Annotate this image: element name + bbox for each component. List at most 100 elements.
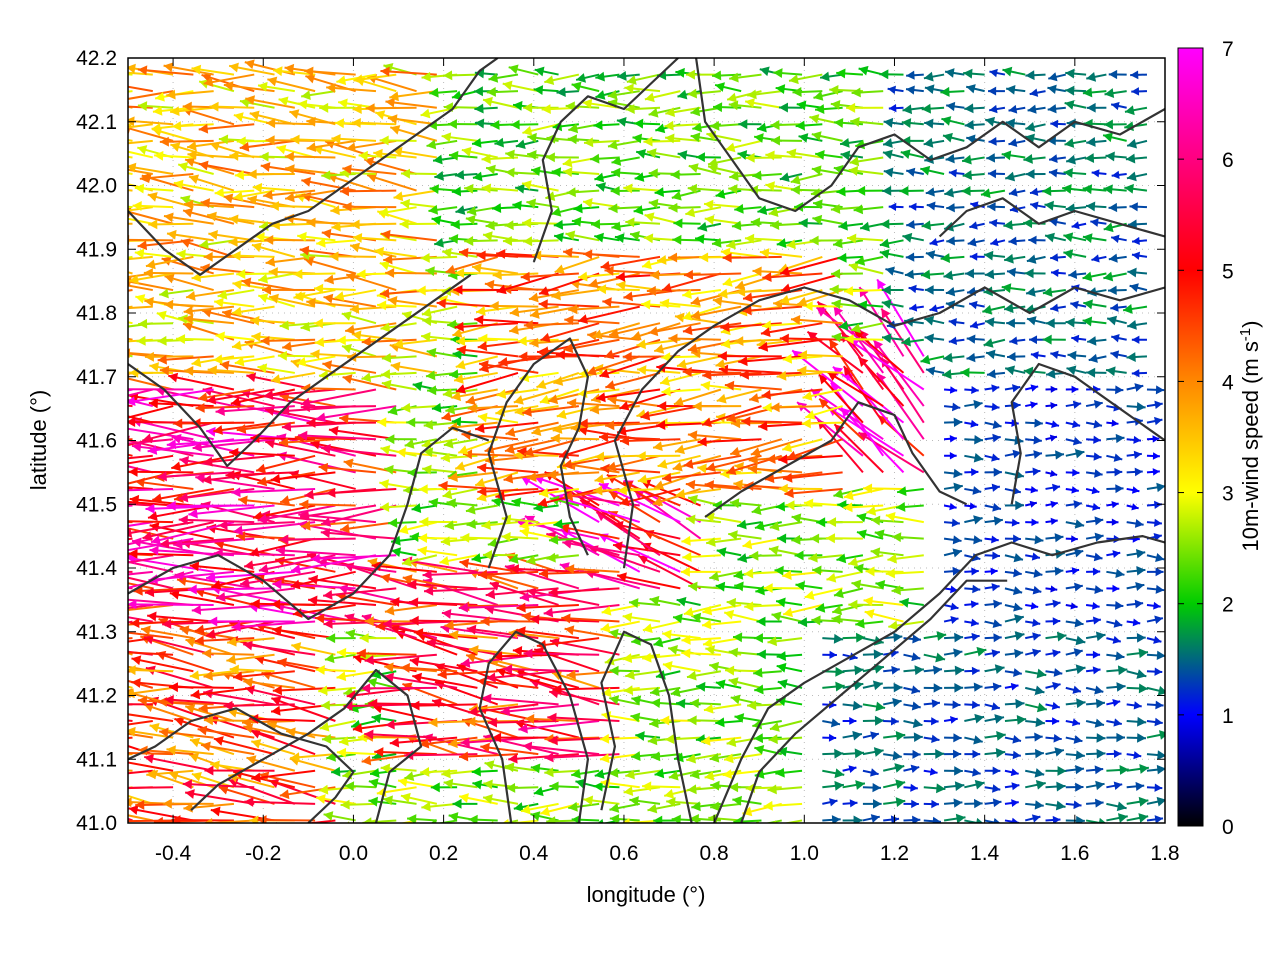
wind-arrow (662, 661, 701, 673)
wind-arrow (943, 585, 958, 594)
wind-arrow (315, 405, 397, 423)
wind-arrow (379, 502, 417, 513)
wind-arrow (553, 519, 579, 529)
wind-arrow (687, 715, 721, 726)
wind-arrow (1126, 402, 1146, 412)
wind-arrow (964, 749, 981, 759)
wind-arrow (784, 487, 843, 499)
x-tick-label: -0.4 (155, 842, 192, 865)
wind-arrow (215, 331, 255, 342)
wind-arrow (943, 716, 958, 724)
wind-arrow (683, 604, 722, 617)
wind-arrow (1146, 717, 1163, 727)
wind-arrow (1045, 617, 1061, 626)
wind-arrow (791, 349, 864, 407)
wind-arrow (741, 416, 803, 427)
wind-arrow (1045, 815, 1061, 823)
wind-arrow (984, 748, 1006, 758)
wind-arrow (862, 799, 882, 809)
wind-arrow (739, 369, 803, 380)
wind-arrow (1004, 518, 1020, 527)
wind-arrow (599, 753, 640, 764)
wind-arrow (509, 564, 579, 574)
wind-arrow (1086, 748, 1106, 759)
wind-arrow (756, 649, 782, 660)
wind-arrow (779, 333, 843, 344)
wind-arrow (891, 532, 924, 543)
wind-arrow (790, 314, 843, 325)
wind-arrow (225, 469, 295, 480)
wind-arrow (313, 318, 356, 329)
wind-arrow (128, 786, 174, 789)
wind-arrow (547, 469, 600, 480)
wind-arrow (191, 355, 235, 368)
y-tick-label: 42.0 (76, 175, 117, 198)
wind-arrow (984, 516, 1003, 526)
wind-arrow (128, 665, 174, 676)
wind-arrow (128, 454, 153, 460)
wind-arrow (128, 427, 194, 441)
wind-arrow (128, 398, 154, 408)
wind-arrow (208, 616, 295, 627)
wind-arrow (231, 487, 316, 498)
wind-arrow (128, 720, 153, 726)
wind-arrow (685, 479, 742, 490)
wind-arrow (130, 618, 194, 629)
wind-arrow (752, 719, 782, 730)
wind-arrow (1146, 700, 1164, 710)
wind-arrow (822, 815, 841, 823)
wind-arrow (1126, 450, 1142, 459)
wind-arrow (984, 420, 1002, 430)
wind-arrow (1146, 518, 1162, 527)
wind-arrow (1045, 585, 1058, 593)
wind-arrow (791, 513, 823, 524)
wind-arrow (300, 388, 377, 408)
wind-arrow (1045, 483, 1061, 492)
wind-arrow (344, 781, 377, 792)
wind-arrow (689, 698, 721, 709)
wind-arrow (702, 637, 742, 648)
wind-arrow (609, 814, 640, 823)
wind-arrow (768, 734, 803, 745)
wind-arrow (477, 412, 519, 424)
wind-arrow (319, 720, 356, 732)
wind-arrow (943, 548, 963, 558)
wind-arrow (1126, 764, 1150, 774)
wind-arrow (1050, 350, 1066, 359)
wind-arrow (482, 693, 559, 706)
wind-arrow (439, 554, 478, 566)
wind-arrow (1045, 517, 1058, 526)
wind-arrow (715, 581, 742, 592)
wind-arrow (1106, 518, 1119, 526)
wind-arrow (896, 486, 924, 497)
wind-arrow (680, 566, 721, 577)
wind-arrow (1065, 815, 1085, 823)
wind-arrow (729, 498, 762, 509)
wind-arrow (1004, 568, 1022, 578)
wind-arrow (566, 669, 620, 680)
wind-arrow (984, 433, 1001, 443)
wind-arrow (944, 700, 961, 710)
wind-arrow (149, 723, 194, 739)
wind-arrow (500, 703, 579, 717)
wind-arrow (321, 733, 356, 744)
wind-arrow (179, 456, 255, 474)
wind-arrow (782, 353, 823, 364)
wind-arrow (923, 767, 938, 776)
wind-arrow (599, 733, 640, 744)
wind-arrow (853, 329, 905, 374)
wind-arrow (764, 471, 823, 484)
wind-arrow (1025, 717, 1046, 728)
wind-arrow (191, 603, 275, 615)
wind-arrow (1106, 550, 1121, 558)
wind-arrow (822, 733, 837, 742)
wind-arrow (943, 781, 965, 792)
wind-arrow (381, 379, 417, 391)
wind-arrow (1086, 367, 1107, 378)
wind-arrow (1025, 568, 1043, 578)
colorbar-label: 10m-wind speed (m s-1) (1237, 321, 1264, 552)
wind-arrow (1004, 750, 1021, 760)
wind-arrow (243, 640, 316, 656)
wind-arrow (943, 813, 966, 823)
